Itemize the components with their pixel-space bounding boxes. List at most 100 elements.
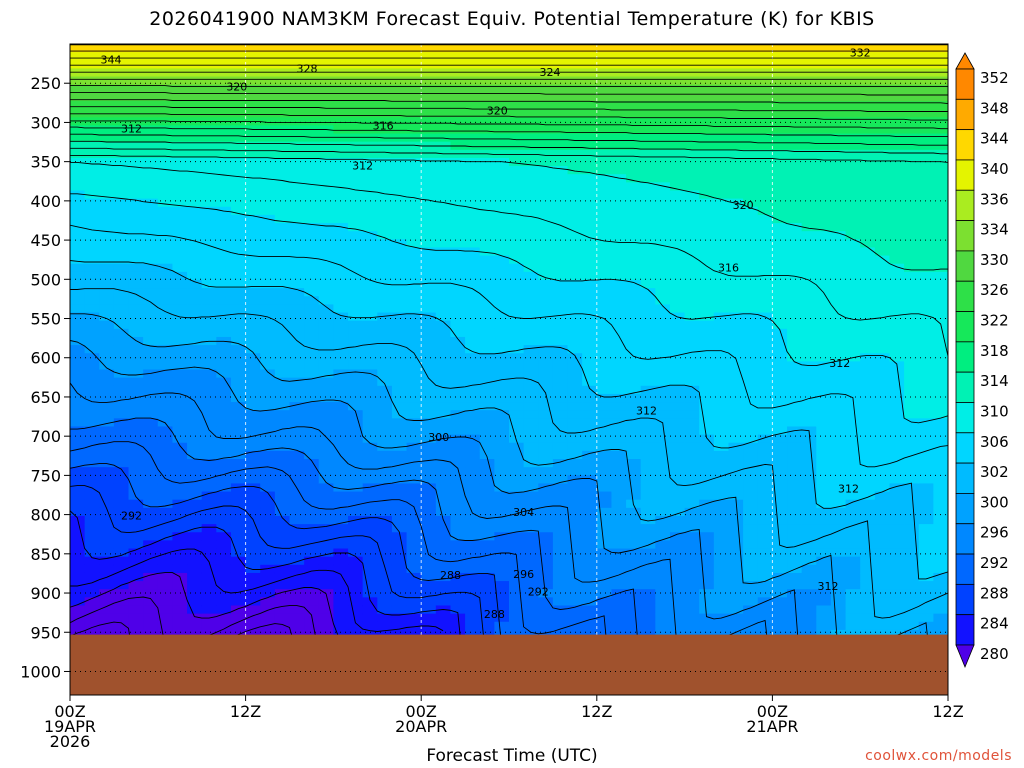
field-cell — [348, 450, 364, 460]
field-cell — [567, 621, 583, 631]
field-cell — [816, 483, 832, 493]
field-cell — [70, 60, 86, 70]
field-cell — [611, 92, 627, 102]
field-cell — [523, 475, 539, 485]
field-cell — [274, 369, 291, 379]
field-cell — [611, 198, 627, 208]
field-cell — [421, 182, 437, 192]
field-cell — [713, 345, 730, 354]
field-cell — [289, 515, 305, 525]
field-cell — [640, 182, 656, 192]
field-cell — [582, 336, 598, 346]
field-cell — [201, 149, 217, 159]
field-cell — [904, 239, 920, 249]
colorbar-label: 306 — [980, 433, 1009, 451]
field-cell — [626, 190, 642, 200]
field-cell — [465, 198, 481, 208]
contour-label: 328 — [297, 62, 318, 75]
field-cell — [860, 157, 876, 167]
field-cell — [626, 540, 642, 550]
field-cell — [874, 361, 891, 371]
field-cell — [143, 605, 159, 615]
colorbar-swatch — [955, 583, 975, 616]
field-cell — [84, 117, 100, 126]
field-cell — [713, 361, 730, 371]
field-cell — [348, 581, 364, 590]
field-cell — [333, 263, 349, 273]
field-cell — [377, 190, 393, 200]
field-cell — [113, 605, 130, 615]
field-cell — [713, 328, 730, 338]
field-cell — [626, 84, 642, 94]
field-cell — [699, 271, 715, 281]
field-cell — [509, 223, 525, 232]
field-cell — [377, 524, 393, 533]
field-cell — [684, 60, 700, 70]
field-cell — [523, 613, 539, 623]
field-cell — [143, 44, 159, 53]
field-cell — [157, 190, 174, 200]
field-cell — [479, 515, 495, 525]
field-cell — [874, 524, 891, 533]
contour-line — [70, 92, 948, 96]
field-cell — [626, 418, 642, 428]
contour-label: 312 — [352, 160, 373, 173]
field-cell — [333, 353, 349, 362]
field-cell — [933, 475, 948, 485]
field-cell — [757, 271, 773, 281]
field-cell — [143, 271, 159, 281]
field-cell — [567, 345, 583, 354]
field-cell — [523, 231, 539, 240]
field-cell — [450, 239, 466, 249]
field-cell — [304, 589, 320, 598]
field-cell — [245, 621, 261, 631]
field-cell — [845, 279, 861, 289]
field-cell — [743, 44, 759, 53]
field-cell — [699, 304, 715, 314]
field-cell — [787, 459, 803, 468]
field-cell — [172, 629, 188, 639]
field-cell — [406, 263, 422, 273]
field-cell — [435, 434, 452, 444]
field-cell — [611, 345, 627, 354]
field-cell — [801, 239, 817, 249]
field-cell — [816, 475, 832, 485]
field-cell — [772, 174, 788, 183]
field-cell — [157, 149, 174, 159]
field-cell — [304, 133, 320, 143]
field-cell — [216, 312, 232, 322]
field-cell — [479, 442, 495, 452]
field-cell — [904, 548, 920, 558]
field-cell — [230, 271, 247, 281]
field-cell — [479, 353, 495, 362]
field-cell — [669, 353, 686, 362]
field-cell — [479, 385, 495, 395]
field-cell — [918, 450, 934, 460]
field-cell — [684, 540, 700, 550]
field-cell — [904, 214, 920, 224]
y-tick-label: 400 — [30, 192, 61, 211]
field-cell — [377, 149, 393, 159]
field-cell — [99, 393, 115, 403]
field-cell — [494, 141, 510, 151]
field-cell — [333, 247, 349, 257]
field-cell — [640, 491, 656, 501]
colorbar-label: 310 — [980, 402, 1009, 420]
field-cell — [289, 532, 305, 541]
field-cell — [801, 434, 817, 444]
field-cell — [567, 459, 583, 468]
field-cell — [523, 263, 539, 273]
field-cell — [70, 239, 86, 249]
field-cell — [70, 621, 86, 631]
field-cell — [289, 507, 305, 517]
field-cell — [289, 141, 305, 151]
field-cell — [84, 572, 100, 582]
field-cell — [274, 255, 291, 265]
field-cell — [933, 271, 948, 281]
field-cell — [216, 442, 232, 452]
field-cell — [538, 589, 554, 598]
field-cell — [289, 60, 305, 70]
field-cell — [669, 491, 686, 501]
field-cell — [655, 271, 671, 281]
field-cell — [128, 507, 144, 517]
